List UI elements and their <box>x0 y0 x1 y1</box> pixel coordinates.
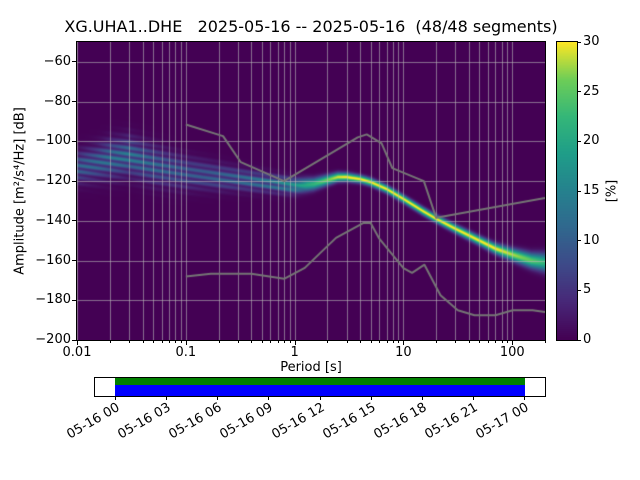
x-tick-label: 0.01 <box>62 345 92 360</box>
date-tick-mark <box>268 397 270 400</box>
x-tick-mark <box>512 341 513 345</box>
x-tick-mark <box>502 341 503 343</box>
x-tick-mark <box>77 341 78 345</box>
x-tick-mark <box>153 341 154 343</box>
x-tick-mark <box>143 341 144 343</box>
x-tick-mark <box>327 341 328 343</box>
coverage-processed-bar <box>115 378 525 385</box>
date-tick-mark <box>114 397 116 400</box>
date-tick-label: 05-17 00 <box>473 400 532 443</box>
date-tick-mark <box>319 397 321 400</box>
date-tick-label: 05-16 18 <box>371 400 430 443</box>
date-tick-mark <box>524 397 526 400</box>
colorbar-tick-label: 30 <box>583 34 600 49</box>
x-tick-label: 1 <box>290 345 299 360</box>
y-tick-label: −100 <box>35 133 71 149</box>
x-tick-mark <box>360 341 361 343</box>
colorbar-tick-mark <box>578 190 581 192</box>
date-tick-label: 05-16 12 <box>268 400 327 443</box>
data-coverage-timeline <box>94 377 546 397</box>
coverage-data-bar <box>115 385 525 396</box>
date-tick-mark <box>217 397 219 400</box>
x-tick-mark <box>186 341 187 345</box>
x-tick-mark <box>507 341 508 343</box>
x-tick-label: 10 <box>395 345 412 360</box>
y-tick-label: −160 <box>35 252 71 268</box>
y-tick-label: −80 <box>43 93 71 109</box>
date-tick-mark <box>165 397 167 400</box>
date-tick-mark <box>421 397 423 400</box>
colorbar-tick-mark <box>578 140 581 142</box>
x-tick-mark <box>545 341 546 343</box>
date-tick-mark <box>473 397 475 400</box>
colorbar-canvas <box>557 42 577 340</box>
colorbar-tick-label: 25 <box>583 83 600 99</box>
x-tick-mark <box>379 341 380 343</box>
x-tick-label: 100 <box>499 345 525 360</box>
x-tick-mark <box>219 341 220 343</box>
y-tick-label: −120 <box>35 173 71 189</box>
x-tick-mark <box>479 341 480 343</box>
date-tick-label: 05-16 03 <box>115 400 174 443</box>
date-tick-label: 05-16 06 <box>166 400 225 443</box>
colorbar-tick-mark <box>578 289 581 291</box>
colorbar-tick-mark <box>578 41 581 43</box>
y-tick-label: −200 <box>35 332 71 347</box>
x-tick-mark <box>495 341 496 343</box>
colorbar-tick-mark <box>578 240 581 242</box>
x-tick-mark <box>162 341 163 343</box>
x-tick-mark <box>238 341 239 343</box>
x-axis-label: Period [s] <box>280 360 342 375</box>
y-axis-label: Amplitude [m²/s⁴/Hz] [dB] <box>12 107 28 275</box>
date-tick-label: 05-16 09 <box>217 400 276 443</box>
x-tick-mark <box>290 341 291 343</box>
colorbar-tick-label: 0 <box>583 332 592 347</box>
x-tick-mark <box>455 341 456 343</box>
colorbar-tick-label: 10 <box>583 232 600 248</box>
x-tick-mark <box>295 341 296 345</box>
x-tick-mark <box>262 341 263 343</box>
x-tick-mark <box>469 341 470 343</box>
colorbar-tick-mark <box>578 339 581 341</box>
y-tick-label: −60 <box>43 53 71 69</box>
x-tick-mark <box>398 341 399 343</box>
x-tick-mark <box>387 341 388 343</box>
colorbar-tick-label: 20 <box>583 133 600 149</box>
psd-heatmap-canvas <box>77 42 545 340</box>
x-tick-mark <box>488 341 489 343</box>
x-tick-mark <box>403 341 404 345</box>
x-tick-mark <box>110 341 111 343</box>
x-tick-mark <box>278 341 279 343</box>
colorbar-label: [%] <box>604 179 620 203</box>
x-tick-mark <box>129 341 130 343</box>
colorbar-tick-label: 5 <box>583 282 592 298</box>
date-tick-label: 05-16 00 <box>64 400 123 443</box>
plot-area <box>76 41 546 341</box>
date-tick-label: 05-16 21 <box>422 400 481 443</box>
x-tick-mark <box>436 341 437 343</box>
date-tick-label: 05-16 15 <box>320 400 379 443</box>
colorbar-tick-mark <box>578 91 581 93</box>
x-tick-mark <box>284 341 285 343</box>
x-tick-mark <box>175 341 176 343</box>
date-tick-mark <box>370 397 372 400</box>
x-tick-mark <box>270 341 271 343</box>
x-tick-mark <box>393 341 394 343</box>
x-tick-mark <box>181 341 182 343</box>
colorbar <box>556 41 578 341</box>
y-tick-label: −180 <box>35 292 71 308</box>
y-tick-label: −140 <box>35 212 71 228</box>
x-tick-mark <box>169 341 170 343</box>
plot-title: XG.UHA1..DHE 2025-05-16 -- 2025-05-16 (4… <box>64 17 558 36</box>
x-tick-mark <box>371 341 372 343</box>
x-tick-label: 0.1 <box>175 345 197 360</box>
x-tick-mark <box>251 341 252 343</box>
x-tick-mark <box>347 341 348 343</box>
